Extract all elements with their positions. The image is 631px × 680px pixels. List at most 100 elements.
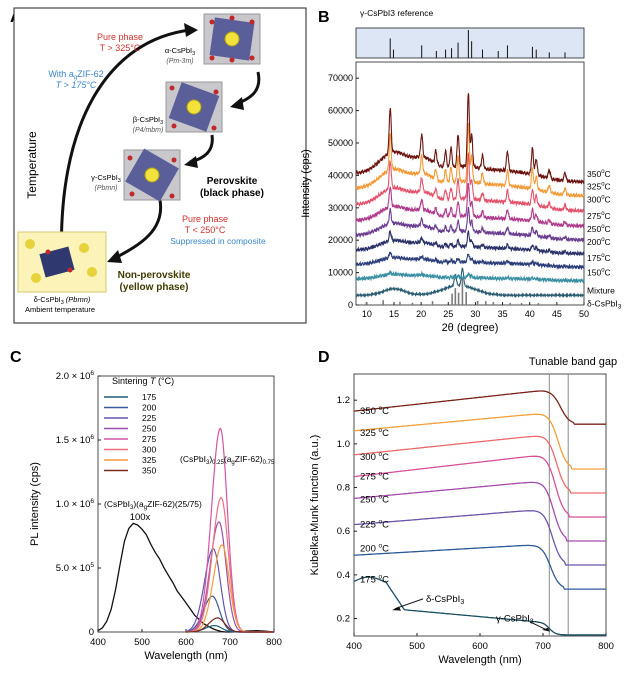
xrd-series-label: Mixture [587,285,615,295]
perovskite-label-1: Perovskite [207,176,258,187]
pure-phase-low-2: T < 250°C [185,225,226,235]
with-zif-1: With agZIF-62 [48,69,103,81]
pure-phase-high-2: T > 325°C [100,43,141,53]
xrd-series-line [355,251,585,271]
x-axis-title: Wavelength (nm) [438,654,521,666]
km-series-label: 250 oC [360,494,389,506]
xrd-series-label: 325oC [587,182,611,192]
x-tick-label: 700 [535,641,551,652]
panel-label-c: C [10,349,22,366]
xrd-plot-frame [355,61,585,306]
xrd-series-line [355,151,585,214]
panel-d-km-chart: Tunable band gap 400 500 600 700 800 0.2 0.4 0.6… [309,356,617,666]
pl-series-line [185,496,274,633]
pure-phase-high-1: Pure phase [97,32,143,42]
gamma-crystal [123,148,181,202]
x-tick-label: 40 [525,309,535,319]
x-tick-label: 15 [389,309,399,319]
km-series-label: 175 oC [360,574,389,586]
y-tick-label: 5.0 × 105 [56,562,95,574]
xrd-series-line [355,93,585,185]
y-tick-label: 10000 [328,268,353,278]
km-series-line [353,413,606,470]
y-tick-label: 50000 [328,138,353,148]
x-axis-title: 2θ (degree) [442,322,499,334]
y-tick-label: 30000 [328,203,353,213]
xrd-series-line [355,182,585,229]
annotation-composite: (CsPbI3)0.25(agZIF-62)0.75 [180,454,275,466]
with-zif-2: T > 175°C [56,80,97,90]
y-tick-label: 20000 [328,235,353,245]
non-perovskite-label-1: Non-perovskite [118,270,191,281]
y-axis-title: PL intensity (cps) [29,462,41,546]
x-tick-label: 500 [134,637,150,648]
y-tick-label: 0.2 [337,614,350,625]
y-tick-label: 0.4 [337,570,350,581]
y-tick-label: 60000 [328,106,353,116]
delta-crystal [17,231,107,293]
km-series-label: 325 oC [360,427,389,439]
delta-ambient-note: Ambient temperature [25,305,95,314]
y-tick-label: 2.0 × 106 [56,370,95,382]
delta-annotation: δ-CsPbI3 [426,594,464,606]
chart-title: Tunable band gap [529,356,617,368]
delta-annotation-arrow [394,598,424,610]
x-axis-title: Wavelength (nm) [144,650,227,662]
x-tick-label: 30 [470,309,480,319]
km-series-line [353,510,606,566]
x-tick-label: 600 [472,641,488,652]
y-tick-label: 1.0 [337,439,350,450]
y-tick-label: 0 [348,300,353,310]
x-tick-label: 400 [346,641,362,652]
km-series-label: 300 oC [360,451,389,463]
xrd-series-label: 175oC [587,253,611,263]
xrd-series-label: 200oC [587,237,611,247]
km-series-label: 200 oC [360,543,389,555]
x-tick-label: 400 [90,637,106,648]
y-tick-label: 70000 [328,73,353,83]
legend-entry: 250 [142,424,156,434]
km-series-line [353,544,606,590]
y-tick-label: 0 [89,627,94,638]
xrd-series-label: 250oC [587,224,611,234]
xrd-series-line [355,229,585,257]
km-series-label: 350 oC [360,405,389,417]
panel-label-b: B [318,9,330,26]
km-series-line [353,390,606,425]
pure-phase-low-1: Pure phase [182,214,228,224]
legend-entry: 325 [142,455,156,465]
km-series-label: 275 oC [360,471,389,483]
panel-b-xrd-chart: γ-CsPbI3 reference 10 15 20 25 30 35 40 45 50 0 100… [300,8,622,334]
cooling-arrow-head [107,250,122,263]
beta-gamma-arrow-head [184,156,198,168]
y-tick-label: 40000 [328,170,353,180]
x-tick-label: 700 [222,637,238,648]
legend-entry: 275 [142,434,156,444]
delta-annotation-arrow-head [392,606,401,611]
cooling-arrow [114,199,163,260]
heating-arrow-head [184,23,198,37]
beta-group: (P4/mbm) [133,127,164,134]
reference-strip [355,27,585,59]
panel-c-pl-chart: 400 500 600 700 800 0 5.0 × 105 1.0 × 106 1.5 … [29,370,282,662]
alpha-group: (Pm-3m) [166,58,193,65]
y-tick-label: 1.5 × 106 [56,434,95,446]
pl-series-line [186,617,274,633]
legend-entry: 175 [142,392,156,402]
gamma-label: γ-CsPbI3 [91,173,121,184]
y-tick-label: 0.8 [337,483,350,494]
beta-label: β-CsPbI3 [133,115,163,126]
km-series-line [353,435,606,494]
x-tick-label: 800 [266,637,282,648]
alpha-label: α-CsPbI3 [165,46,195,57]
xrd-series-label: 300oC [587,195,611,205]
xrd-series-label: 150oC [587,268,611,278]
x-tick-label: 800 [598,641,614,652]
gamma-annotation-arrow-head [542,627,550,632]
annotation-scale: 100x [130,512,151,523]
temperature-axis-label: Temperature [25,131,39,199]
xrd-series-line [355,269,585,284]
alpha-crystal [203,13,261,65]
panel-a-diagram: Temperature α-CsPbI3 (Pm-3m) β-CsP [13,7,307,324]
